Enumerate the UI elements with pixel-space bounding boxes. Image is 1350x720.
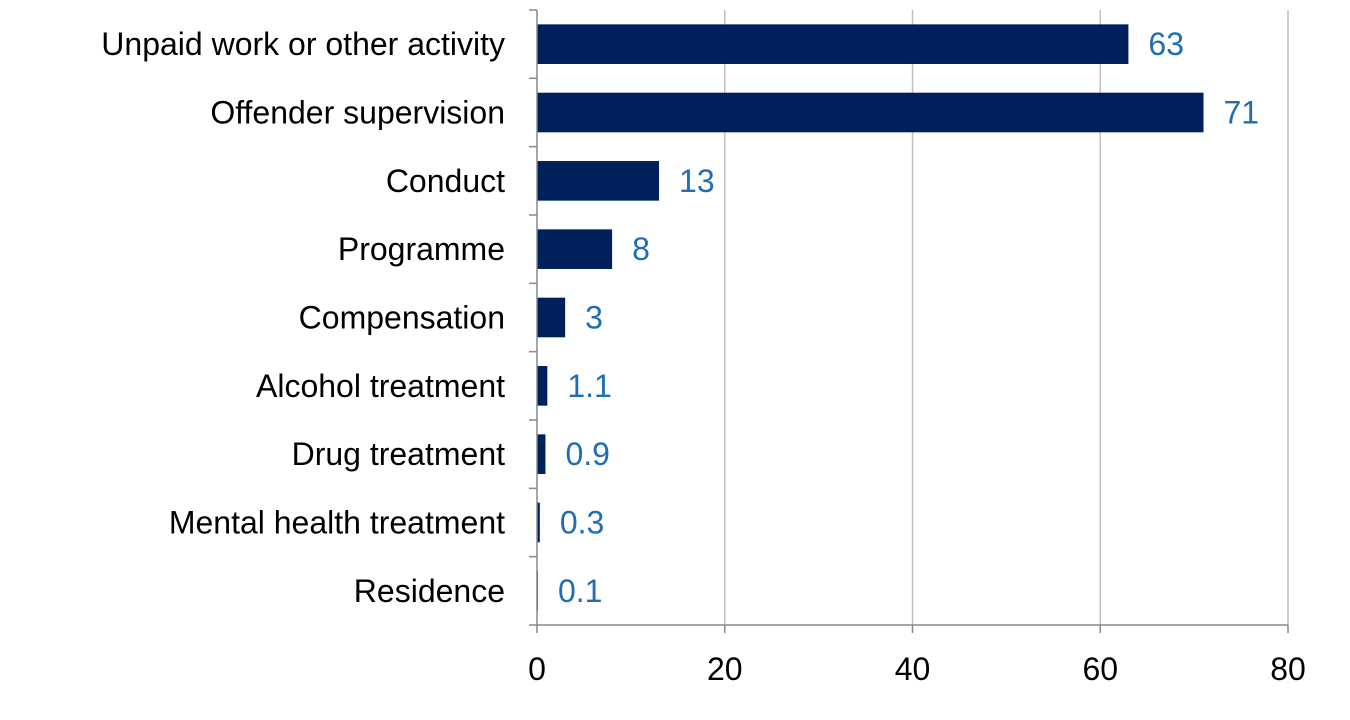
x-tick-label: 80: [1270, 651, 1306, 687]
bar: [537, 161, 660, 201]
category-label: Drug treatment: [292, 436, 506, 472]
data-label: 71: [1224, 95, 1260, 131]
data-label: 13: [679, 163, 715, 199]
data-labels: 63 71 13 83 1.1 0.9 0.3 0.1: [558, 26, 1259, 609]
category-label: Mental health treatment: [169, 505, 505, 541]
data-label: 3: [585, 300, 603, 336]
category-label: Programme: [338, 231, 505, 267]
bar: [537, 297, 566, 338]
bar: [537, 366, 548, 406]
bar: [537, 92, 1204, 133]
bar: [537, 229, 613, 269]
data-label: 1.1: [567, 368, 611, 404]
category-label: Conduct: [386, 163, 505, 199]
x-tick-label: 40: [895, 651, 931, 687]
bar: [537, 502, 540, 543]
data-label: 0.1: [558, 573, 602, 609]
x-tick-label: 60: [1082, 651, 1118, 687]
x-tick-label: 20: [707, 651, 743, 687]
data-label: 63: [1148, 26, 1184, 62]
category-label: Compensation: [299, 300, 505, 336]
x-tick-labels: 0 20 40 60 80: [528, 651, 1306, 687]
category-labels: Unpaid work or other activity Offender su…: [101, 26, 505, 609]
bar: [537, 434, 546, 474]
data-label: 8: [632, 231, 650, 267]
data-label: 0.9: [565, 436, 609, 472]
data-label: 0.3: [560, 505, 604, 541]
bars: [537, 24, 1204, 611]
category-label: Offender supervision: [210, 95, 505, 131]
axes: [529, 9, 1289, 633]
x-tick-label: 0: [528, 651, 546, 687]
category-label: Alcohol treatment: [256, 368, 505, 404]
category-label: Unpaid work or other activity: [101, 26, 505, 62]
bar: [537, 24, 1129, 64]
category-label: Residence: [354, 573, 505, 609]
